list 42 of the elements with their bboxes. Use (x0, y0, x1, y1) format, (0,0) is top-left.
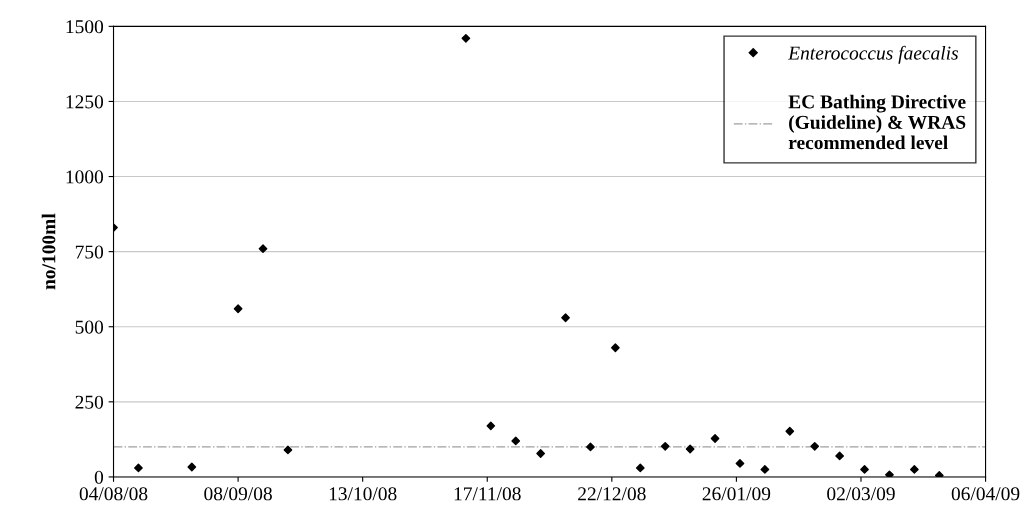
point (635, 463, 645, 473)
y-tick-label: 1500 (66, 20, 104, 34)
x-tick-label: 06/04/09 (951, 487, 1020, 501)
point (258, 244, 268, 254)
x-tick-label: 02/03/09 (827, 487, 895, 501)
x-tick-label: 13/10/08 (329, 487, 397, 501)
point (760, 465, 770, 474)
point (611, 343, 620, 353)
point (860, 465, 869, 474)
point (486, 421, 496, 431)
y-axis-title: no/100ml (41, 213, 56, 290)
point (511, 436, 521, 446)
x-tick-label: 17/11/08 (454, 487, 521, 501)
point (685, 444, 695, 454)
point (586, 442, 595, 452)
point (910, 465, 919, 474)
y-tick-label: 1000 (66, 170, 104, 184)
x-tick-label: 08/09/08 (204, 487, 272, 501)
point (187, 462, 197, 472)
y-tick-label: 750 (75, 245, 104, 259)
point (885, 470, 894, 477)
legend-label: Enterococcus faecalis (787, 45, 959, 64)
point (536, 449, 546, 458)
point (233, 304, 243, 314)
point (461, 33, 471, 43)
point (710, 434, 720, 443)
point (134, 463, 143, 473)
y-tick-label: 250 (75, 395, 104, 409)
point (561, 313, 570, 323)
point (283, 445, 293, 455)
x-tick-label: 04/08/08 (79, 487, 148, 501)
point (835, 451, 844, 461)
y-tick-label: 500 (75, 320, 104, 334)
y-tick-label: 1250 (66, 95, 104, 109)
legend-label: EC Bathing Directive (Guideline) & WRAS recommended level (788, 94, 966, 150)
point (785, 426, 795, 436)
x-tick-label: 22/12/08 (578, 487, 646, 501)
point (810, 441, 820, 451)
point (660, 441, 670, 451)
point (735, 459, 745, 468)
x-tick-label: 26/01/09 (702, 487, 771, 501)
y-tick-label: 0 (94, 470, 104, 484)
